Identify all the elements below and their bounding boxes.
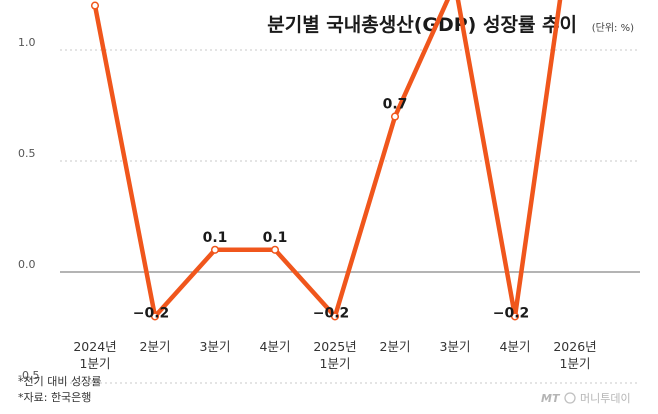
data-point	[510, 312, 520, 321]
data-point	[150, 312, 160, 321]
data-label: −0.2	[133, 305, 170, 321]
x-tick-line: 2024년	[73, 339, 116, 354]
data-point	[390, 112, 400, 121]
data-point	[270, 245, 280, 254]
y-tick-label: 0.0	[18, 258, 36, 271]
data-label: 1.2	[83, 0, 108, 2]
chart-unit: (단위: %)	[592, 21, 634, 34]
note-source: *자료: 한국은행	[18, 391, 91, 404]
x-tick-line: 2026년	[553, 339, 596, 354]
growth-rate-line	[92, 0, 563, 319]
x-tick-line: 3분기	[200, 339, 231, 354]
x-tick-line: 2분기	[140, 339, 171, 354]
y-tick-label: 0.5	[18, 147, 36, 160]
x-tick-label: 2분기	[380, 339, 411, 354]
data-label: −0.2	[493, 305, 530, 321]
data-point	[330, 312, 340, 321]
x-tick-label: 4분기	[500, 339, 531, 354]
brand-name: 머니투데이	[580, 392, 631, 405]
x-tick-label: 2024년 1분기	[73, 339, 116, 371]
x-axis-ticks: 2024년 1분기 2분기 3분기 4분기 2025년 1분기 2분기 3분기 4분기 2026년 1…	[73, 339, 596, 371]
brand-mark-icon	[564, 392, 576, 404]
x-tick-line: 1분기	[320, 356, 351, 371]
series-line	[92, 0, 563, 319]
y-tick-label: -0.5	[18, 369, 39, 382]
x-tick-label: 4분기	[260, 339, 291, 354]
x-tick-line: 1분기	[80, 356, 111, 371]
data-points	[90, 1, 520, 321]
x-tick-label: 3분기	[440, 339, 471, 354]
x-tick-line: 4분기	[500, 339, 531, 354]
x-tick-line: 2025년	[313, 339, 356, 354]
data-point	[90, 1, 100, 10]
brand-logo-text: MT	[541, 392, 561, 405]
x-tick-label: 2분기	[140, 339, 171, 354]
x-tick-line: 2분기	[380, 339, 411, 354]
x-tick-label: 2026년 1분기	[553, 339, 596, 371]
y-tick-label: 1.0	[18, 36, 36, 49]
x-tick-line: 3분기	[440, 339, 471, 354]
data-point	[210, 245, 220, 254]
data-label: 0.1	[263, 230, 288, 246]
x-tick-line: 1분기	[560, 356, 591, 371]
x-tick-label: 3분기	[200, 339, 231, 354]
data-labels: 1.2−0.20.10.1−0.20.71.3−0.21.7	[83, 0, 530, 321]
note-basis: *전기 대비 성장률	[18, 375, 101, 388]
chart-title: 분기별 국내총생산(GDP) 성장률 추이	[267, 14, 577, 36]
x-tick-label: 2025년 1분기	[313, 339, 356, 371]
data-label: 0.1	[203, 230, 228, 246]
x-tick-line: 4분기	[260, 339, 291, 354]
y-axis-ticks: 2.01.51.00.50.0-0.5	[18, 36, 39, 382]
data-label: −0.2	[313, 305, 350, 321]
data-label: 0.7	[383, 97, 408, 113]
brand-logo: MT 머니투데이	[541, 392, 631, 405]
